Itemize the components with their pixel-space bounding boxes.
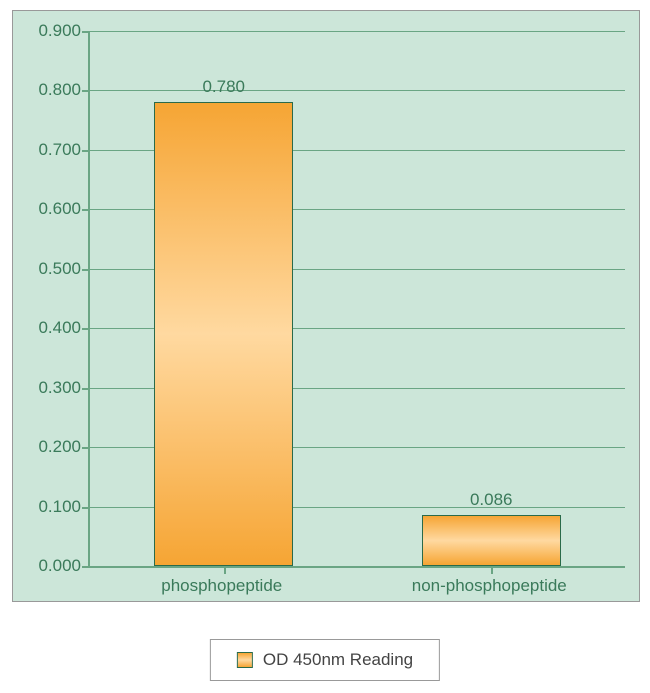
chart-container: 0.780 0.086 0.000 0.100 0.200 0.300 0.400 0.50… [0, 0, 650, 693]
y-tick-label: 0.100 [21, 497, 81, 517]
bar: 0.086 [422, 515, 561, 566]
y-tick-label: 0.000 [21, 556, 81, 576]
chart-area: 0.780 0.086 0.000 0.100 0.200 0.300 0.400 0.50… [12, 10, 640, 602]
grid-line [90, 31, 625, 32]
y-tick-mark [82, 566, 90, 568]
x-axis-label: phosphopeptide [88, 576, 356, 596]
y-tick-label: 0.800 [21, 80, 81, 100]
legend: OD 450nm Reading [210, 639, 440, 681]
y-tick-mark [82, 150, 90, 152]
y-tick-label: 0.200 [21, 437, 81, 457]
y-tick-mark [82, 269, 90, 271]
bar-value-label: 0.780 [155, 77, 292, 97]
y-tick-label: 0.400 [21, 318, 81, 338]
x-tick-mark [491, 566, 493, 574]
y-tick-label: 0.300 [21, 378, 81, 398]
y-tick-label: 0.900 [21, 21, 81, 41]
y-tick-mark [82, 31, 90, 33]
plot-area: 0.780 0.086 [88, 31, 625, 568]
bar: 0.780 [154, 102, 293, 566]
legend-swatch [237, 652, 253, 668]
y-tick-mark [82, 90, 90, 92]
y-tick-label: 0.600 [21, 199, 81, 219]
legend-label: OD 450nm Reading [263, 650, 413, 670]
x-tick-mark [224, 566, 226, 574]
y-tick-mark [82, 447, 90, 449]
y-tick-mark [82, 388, 90, 390]
y-tick-label: 0.500 [21, 259, 81, 279]
y-tick-label: 0.700 [21, 140, 81, 160]
y-tick-mark [82, 507, 90, 509]
bar-value-label: 0.086 [423, 490, 560, 510]
y-tick-mark [82, 209, 90, 211]
x-axis-label: non-phosphopeptide [356, 576, 624, 596]
y-tick-mark [82, 328, 90, 330]
